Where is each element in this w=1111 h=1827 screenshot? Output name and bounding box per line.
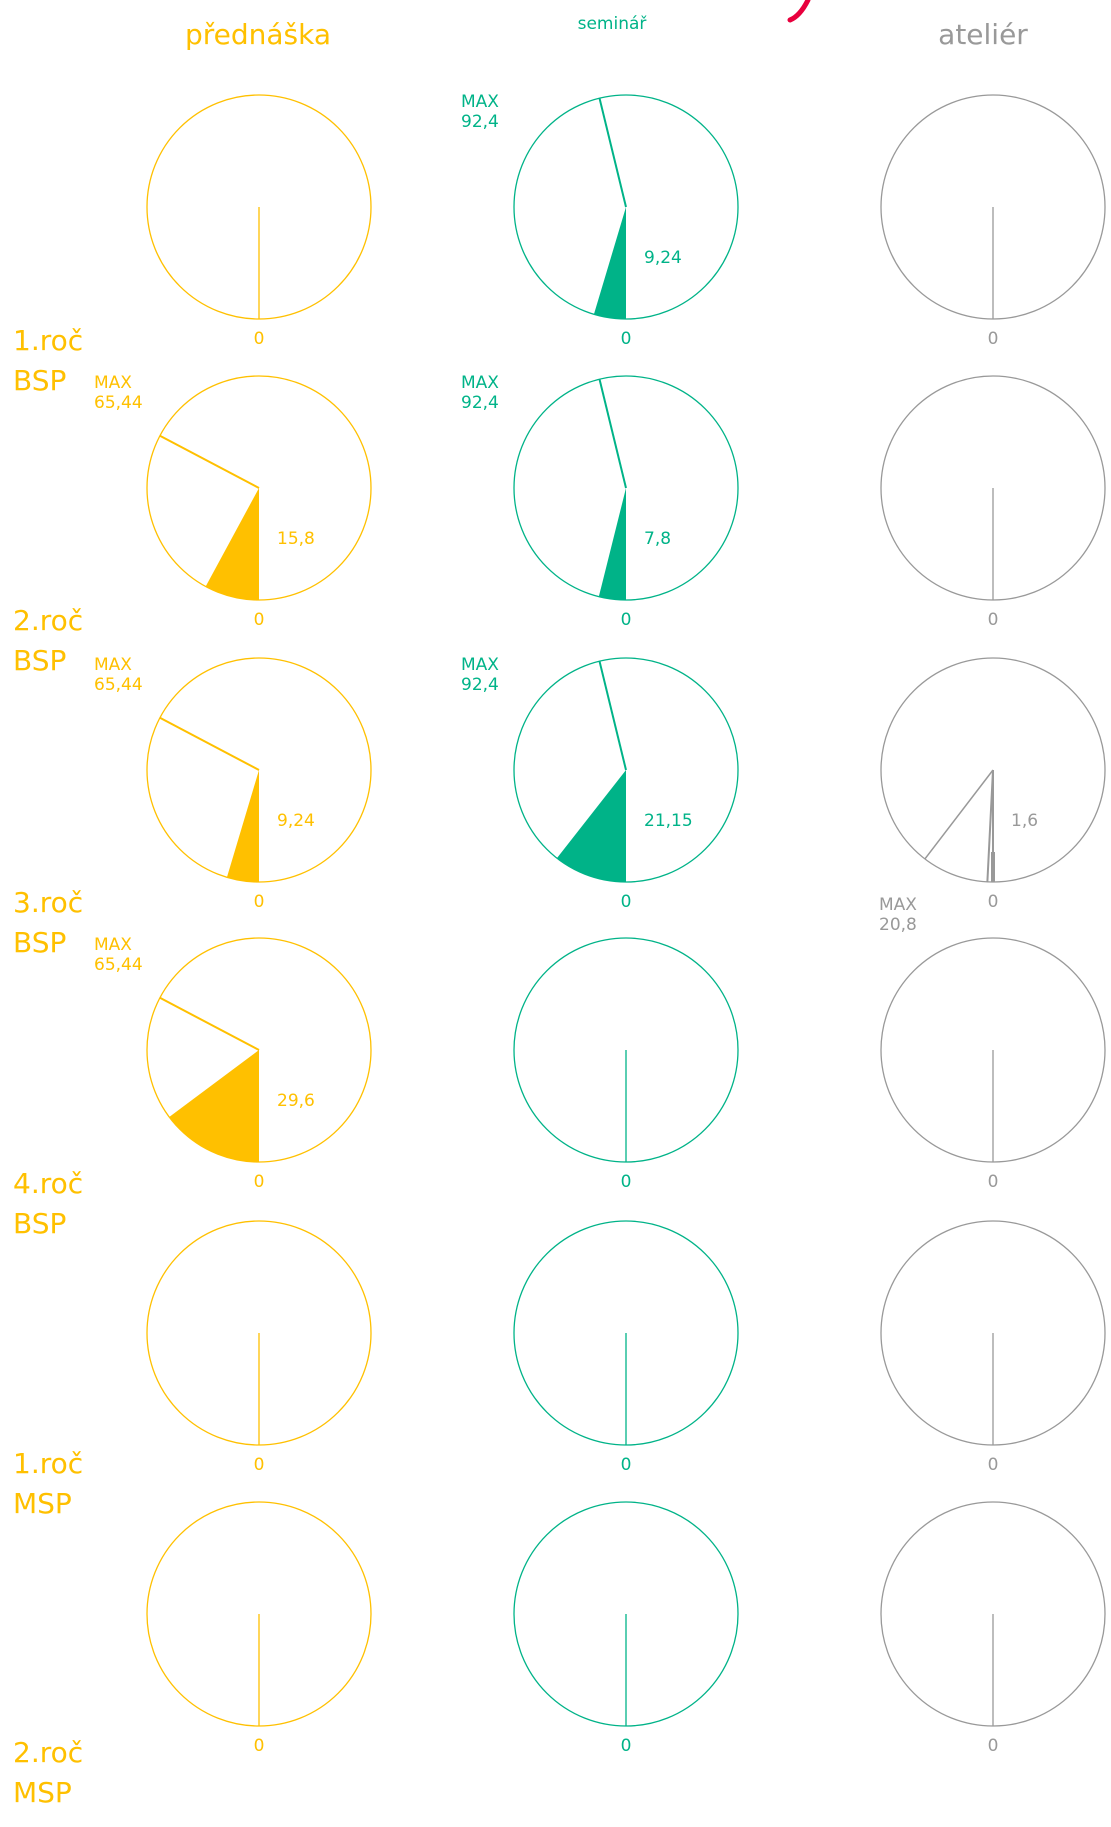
max-value-label: 92,4 <box>461 675 499 695</box>
zero-label: 0 <box>254 1172 265 1192</box>
column-header-lecture: přednáška <box>185 18 331 51</box>
row-label-program: BSP <box>13 364 66 397</box>
row-label-year: 1.roč <box>13 324 83 357</box>
zero-label: 0 <box>621 1736 632 1756</box>
zero-label: 0 <box>621 1172 632 1192</box>
pie-cell-seminar-row-5: 0 <box>513 1220 739 1475</box>
zero-label: 0 <box>988 329 999 349</box>
max-value-label: 65,44 <box>94 675 143 695</box>
pie-cell-seminar-row-4: 0 <box>513 937 739 1192</box>
pie-cell-lecture-row-1: 0 <box>146 94 372 349</box>
zero-label: 0 <box>988 892 999 912</box>
pie-cell-studio-row-2: 0 <box>880 375 1106 630</box>
max-value-label: 65,44 <box>94 955 143 975</box>
pie-cell-seminar-row-6: 0 <box>513 1501 739 1756</box>
value-label: 7,8 <box>644 529 671 549</box>
row-label-5: 1.roč MSP <box>13 1447 83 1520</box>
zero-label: 0 <box>988 610 999 630</box>
max-line <box>159 434 260 489</box>
row-label-program: BSP <box>13 644 66 677</box>
max-line <box>159 716 260 771</box>
value-label: 15,8 <box>277 529 315 549</box>
row-label-6: 2.roč MSP <box>13 1736 83 1809</box>
zero-label: 0 <box>254 892 265 912</box>
pie-cell-studio-row-1: 0 <box>880 94 1106 349</box>
pie-slice-value <box>556 770 626 882</box>
row-label-2: 2.roč BSP <box>13 604 83 677</box>
column-header-seminar: seminář <box>578 14 648 34</box>
max-label: MAX <box>94 935 132 955</box>
pie-cell-lecture-row-5: 0 <box>146 1220 372 1475</box>
max-value-label: 92,4 <box>461 112 499 132</box>
max-value-label: 92,4 <box>461 393 499 413</box>
zero-label: 0 <box>988 1736 999 1756</box>
value-label: 1,6 <box>1011 811 1038 831</box>
row-label-year: 2.roč <box>13 604 83 637</box>
pie-cell-lecture-row-6: 0 <box>146 1501 372 1756</box>
value-label: 29,6 <box>277 1091 315 1111</box>
zero-label: 0 <box>254 1736 265 1756</box>
row-label-program: MSP <box>13 1776 72 1809</box>
zero-label: 0 <box>988 1172 999 1192</box>
max-label: MAX <box>461 655 499 675</box>
max-value-label: 65,44 <box>94 393 143 413</box>
row-label-4: 4.roč BSP <box>13 1167 83 1240</box>
max-label: MAX <box>461 373 499 393</box>
zero-label: 0 <box>254 329 265 349</box>
zero-label: 0 <box>621 329 632 349</box>
row-label-program: BSP <box>13 926 66 959</box>
value-label: 9,24 <box>277 811 315 831</box>
max-label: MAX <box>94 373 132 393</box>
pie-cell-studio-row-4: 0 <box>880 937 1106 1192</box>
row-label-year: 4.roč <box>13 1167 83 1200</box>
row-label-program: MSP <box>13 1487 72 1520</box>
pie-cell-studio-row-6: 0 <box>880 1501 1106 1756</box>
pie-slice-value <box>226 770 259 882</box>
max-line <box>598 660 627 771</box>
zero-label: 0 <box>988 1455 999 1475</box>
accent-mark <box>787 0 811 23</box>
max-line <box>598 97 627 208</box>
row-label-program: BSP <box>13 1207 66 1240</box>
row-label-year: 1.roč <box>13 1447 83 1480</box>
zero-label: 0 <box>621 1455 632 1475</box>
zero-label: 0 <box>621 610 632 630</box>
pie-slice-value <box>169 1050 259 1162</box>
column-header-studio: ateliér <box>938 18 1028 51</box>
max-value-label: 20,8 <box>879 915 917 935</box>
max-label: MAX <box>461 92 499 112</box>
value-label: 9,24 <box>644 248 682 268</box>
max-line <box>159 996 260 1051</box>
zero-label: 0 <box>254 1455 265 1475</box>
value-label: 21,15 <box>644 811 693 831</box>
pie-slice-value <box>598 488 626 600</box>
pie-slice-value <box>593 207 626 319</box>
pie-cell-studio-row-5: 0 <box>880 1220 1106 1475</box>
row-label-year: 2.roč <box>13 1736 83 1769</box>
row-label-1: 1.roč BSP <box>13 324 83 397</box>
max-line <box>598 378 627 489</box>
zero-label: 0 <box>254 610 265 630</box>
row-label-year: 3.roč <box>13 886 83 919</box>
max-label: MAX <box>879 895 917 915</box>
pie-slice-value <box>205 488 259 600</box>
max-line <box>924 769 994 860</box>
zero-label: 0 <box>621 892 632 912</box>
row-label-3: 3.roč BSP <box>13 886 83 959</box>
max-label: MAX <box>94 655 132 675</box>
